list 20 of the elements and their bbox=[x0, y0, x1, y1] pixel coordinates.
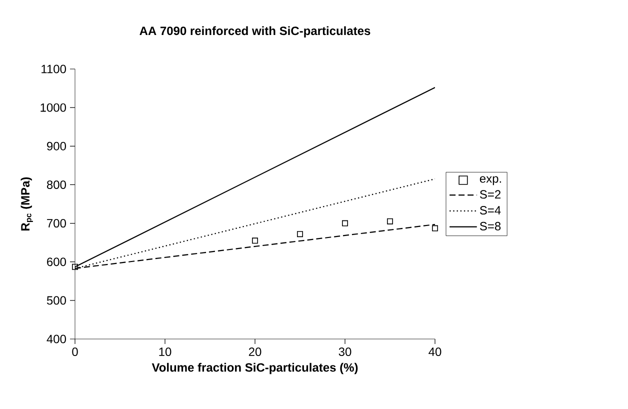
x-axis-title: Volume fraction SiC-particulates (%) bbox=[152, 362, 358, 374]
y-tick-label: 600 bbox=[47, 258, 66, 266]
y-axis-title: R$_{pc}$ (MPa) bbox=[20, 177, 33, 230]
legend-label: S=8 bbox=[480, 222, 501, 230]
y-tick-label: 500 bbox=[46, 296, 66, 305]
legend-label: S=2 bbox=[480, 190, 500, 199]
x-tick-label: 30 bbox=[338, 348, 352, 356]
x-tick-label: 20 bbox=[248, 348, 262, 356]
y-tick-label: 800 bbox=[46, 180, 66, 189]
x-tick-label: 0 bbox=[72, 348, 78, 356]
y-tick-label: 400 bbox=[46, 334, 66, 344]
y-tick-label: 1100 bbox=[42, 64, 66, 74]
y-tick-label: 900 bbox=[47, 142, 66, 150]
y-tick-label: 700 bbox=[47, 219, 66, 228]
x-tick-label: 10 bbox=[159, 348, 172, 356]
legend-label: S=4 bbox=[480, 206, 501, 215]
y-tick-label: 1000 bbox=[40, 103, 66, 112]
legend-label: exp. bbox=[480, 176, 502, 186]
x-tick-label: 40 bbox=[428, 348, 442, 356]
chart-title: AA 7090 reinforced with SiC-particulates bbox=[140, 26, 370, 38]
